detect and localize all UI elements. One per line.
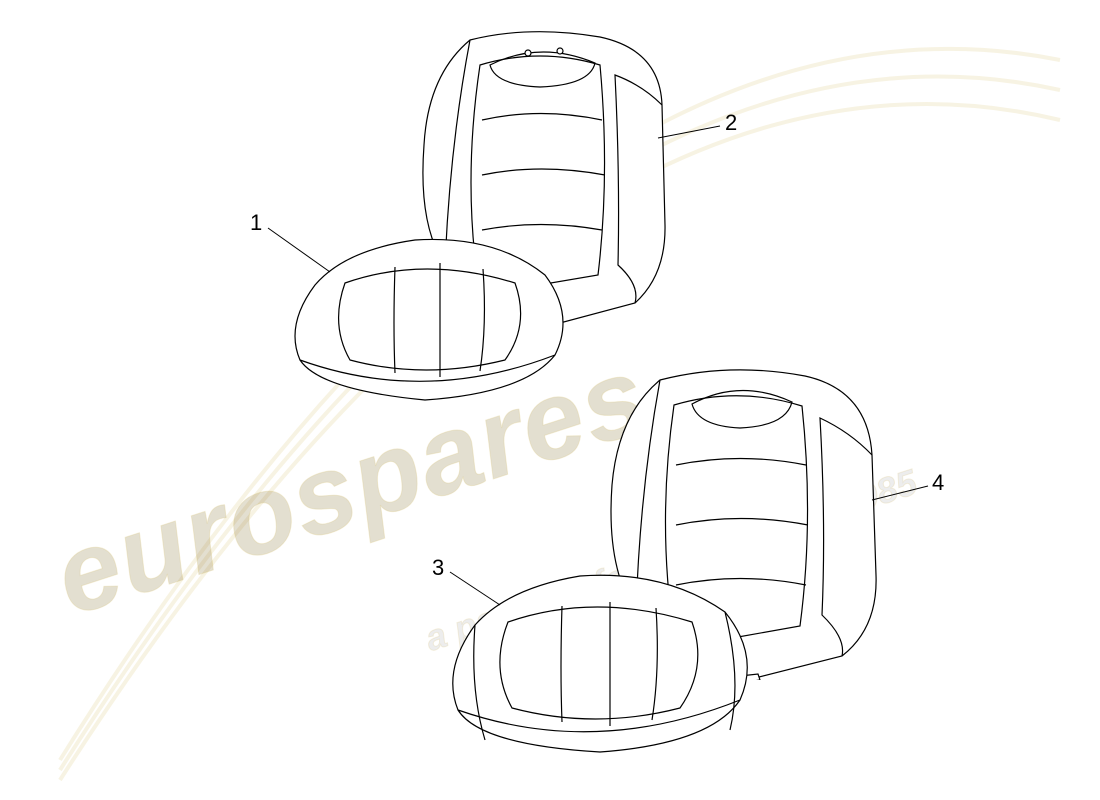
callout-lines	[0, 0, 1100, 800]
callout-label-3: 3	[432, 555, 444, 581]
callout-label-4: 4	[932, 470, 944, 496]
callout-label-2: 2	[725, 110, 737, 136]
callout-label-1: 1	[250, 210, 262, 236]
diagram-canvas: eurospares a passion for parts since 198…	[0, 0, 1100, 800]
